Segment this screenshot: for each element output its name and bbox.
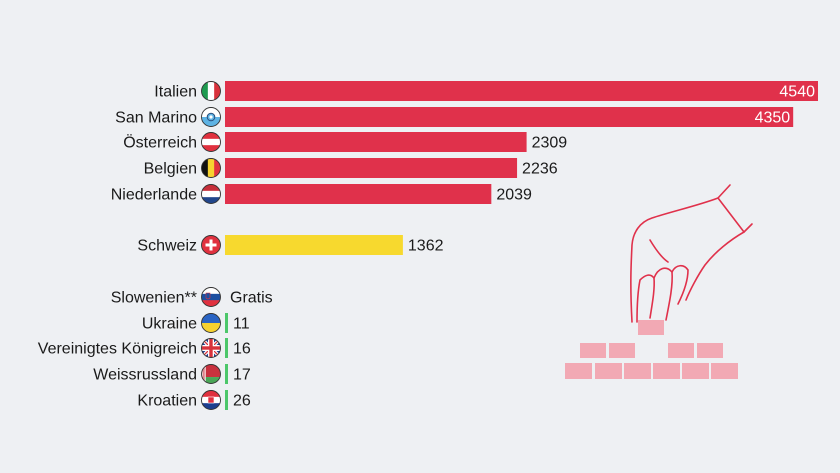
- bar-row: Weissrussland 17: [93, 364, 251, 384]
- value-label: Gratis: [230, 290, 273, 307]
- value-label: 16: [233, 341, 251, 358]
- flag-switzerland-icon: [201, 235, 221, 255]
- country-label: Slowenien**: [111, 290, 197, 307]
- flag-ukraine-icon: [201, 313, 221, 333]
- country-label: San Marino: [115, 110, 197, 127]
- bar: [225, 235, 403, 255]
- hand-placing-brick-icon: [565, 184, 753, 379]
- flag-netherlands-icon: [201, 184, 221, 204]
- bar-row: Österreich 2309: [123, 132, 567, 152]
- country-label: Weissrussland: [93, 367, 197, 384]
- bar: [225, 184, 492, 204]
- bar: [225, 364, 228, 384]
- bar-row: Slowenien** Gratis: [111, 287, 273, 307]
- bar-row: San Marino 4350: [115, 107, 794, 127]
- bar: [225, 313, 228, 333]
- bar-row: Niederlande 2039: [111, 184, 532, 204]
- country-label: Österreich: [123, 134, 197, 152]
- flag-croatia-icon: [201, 390, 221, 410]
- country-label: Ukraine: [142, 316, 197, 333]
- brick-wall: [565, 320, 738, 379]
- value-label: 17: [233, 367, 251, 384]
- bar-row: Belgien 2236: [144, 158, 558, 178]
- bar: [225, 338, 228, 358]
- flag-belgium-icon: [201, 158, 221, 178]
- flag-slovenia-icon: [201, 287, 221, 307]
- flag-italy-icon: [201, 81, 221, 101]
- bar: [225, 158, 518, 178]
- country-label: Belgien: [144, 161, 197, 178]
- bar: [225, 132, 527, 152]
- flag-san-marino-icon: [201, 107, 221, 127]
- value-label: 26: [233, 393, 251, 410]
- country-label: Kroatien: [137, 393, 197, 410]
- country-label: Niederlande: [111, 187, 197, 204]
- value-label: 2309: [532, 135, 568, 152]
- flag-austria-icon: [201, 132, 221, 152]
- bar-row: Kroatien 26: [137, 390, 251, 410]
- bar-row: Ukraine 11: [142, 313, 250, 333]
- flag-belarus-icon: [201, 364, 221, 384]
- value-label: 2236: [522, 161, 558, 178]
- value-label: 4350: [755, 110, 791, 127]
- value-label: 4540: [779, 84, 815, 101]
- country-label: Italien: [154, 84, 197, 101]
- flag-uk-icon: [201, 338, 221, 358]
- value-label: 2039: [496, 187, 532, 204]
- hand-outline: [630, 184, 753, 323]
- country-label: Vereinigtes Königreich: [38, 341, 197, 358]
- value-label: 11: [233, 316, 250, 333]
- bar-row: Italien 4540: [154, 81, 818, 101]
- bar-row: Vereinigtes Königreich 16: [38, 338, 251, 358]
- value-label: 1362: [408, 238, 444, 255]
- bar: [225, 107, 794, 127]
- bar: [225, 81, 818, 101]
- bar-row: Schweiz 1362: [137, 235, 444, 255]
- bar: [225, 390, 228, 410]
- country-label: Schweiz: [137, 238, 197, 255]
